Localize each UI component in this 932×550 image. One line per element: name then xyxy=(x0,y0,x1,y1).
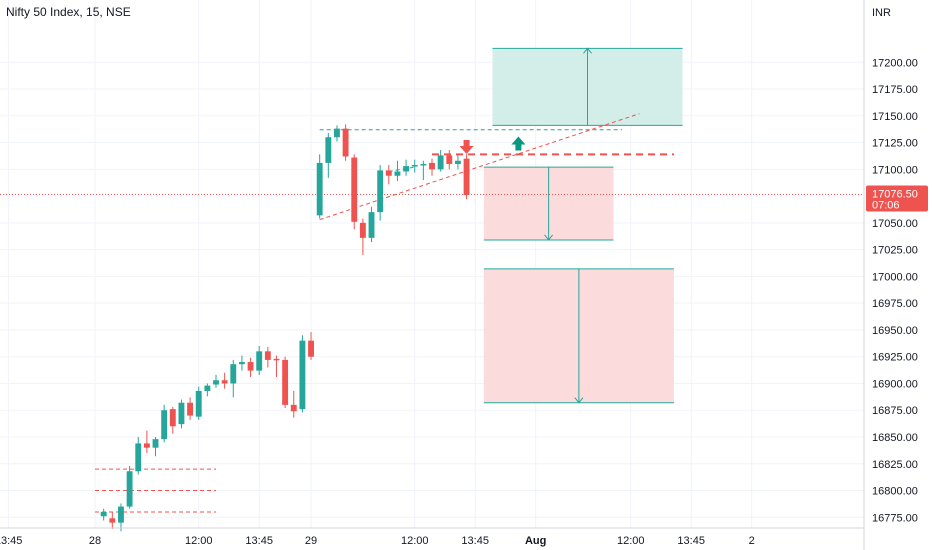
candle-body[interactable] xyxy=(221,380,228,384)
price-tick-label: 16875.00 xyxy=(872,405,918,417)
candle-body[interactable] xyxy=(118,506,124,523)
currency-label: INR xyxy=(872,7,891,19)
candle-body[interactable] xyxy=(187,402,194,416)
candle-body[interactable] xyxy=(394,171,401,176)
chart-title: Nifty 50 Index, 15, NSE xyxy=(6,5,131,19)
candle-body[interactable] xyxy=(282,359,289,405)
last-price-countdown: 07:06 xyxy=(872,199,900,211)
time-tick-label: 12:00 xyxy=(617,535,645,547)
price-tick-label: 17000.00 xyxy=(872,271,918,283)
sell-signal-arrow[interactable] xyxy=(459,139,474,154)
buy-signal-arrow[interactable] xyxy=(511,136,526,151)
candle-body[interactable] xyxy=(169,409,176,427)
price-tick-label: 16900.00 xyxy=(872,378,918,390)
candle-body[interactable] xyxy=(385,170,392,176)
position-box-arrow-head xyxy=(544,234,554,241)
candle-body[interactable] xyxy=(342,128,349,157)
candle-body[interactable] xyxy=(135,443,142,472)
price-tick-label: 17100.00 xyxy=(872,164,918,176)
price-tick-label: 16825.00 xyxy=(872,459,918,471)
price-tick-label: 17175.00 xyxy=(872,84,918,96)
price-tick-label: 16975.00 xyxy=(872,298,918,310)
time-tick-label: 13:45 xyxy=(677,535,705,547)
position-box-arrow-head xyxy=(583,47,592,54)
candle-body[interactable] xyxy=(290,404,297,412)
last-price-badge xyxy=(866,185,928,212)
price-tick-label: 17025.00 xyxy=(872,245,918,257)
time-tick-label: 13:45 xyxy=(461,535,489,547)
candle-body[interactable] xyxy=(213,380,219,385)
trendline xyxy=(388,166,415,172)
candle-body[interactable] xyxy=(463,158,470,196)
candle-body[interactable] xyxy=(454,160,461,164)
candle-body[interactable] xyxy=(437,155,444,170)
time-tick-label: 13:45 xyxy=(245,535,273,547)
candle-body[interactable] xyxy=(143,443,150,448)
time-tick-label: Aug xyxy=(525,535,546,547)
candle-body[interactable] xyxy=(308,340,314,357)
candle-body[interactable] xyxy=(377,170,384,213)
time-tick-label: 2 xyxy=(749,535,755,547)
candle-body[interactable] xyxy=(100,511,107,517)
time-tick-label: 12:00 xyxy=(185,535,213,547)
candle-body[interactable] xyxy=(204,385,211,391)
candle-body[interactable] xyxy=(126,471,133,507)
time-tick-label: 29 xyxy=(305,535,317,547)
candle-body[interactable] xyxy=(420,163,427,166)
candle-body[interactable] xyxy=(368,212,375,238)
candle-body[interactable] xyxy=(325,137,332,163)
candle-body[interactable] xyxy=(247,362,254,371)
price-tick-label: 16775.00 xyxy=(872,512,918,524)
candle-body[interactable] xyxy=(195,390,202,417)
candle-body[interactable] xyxy=(273,358,280,361)
candle-body[interactable] xyxy=(238,362,245,365)
candle-body[interactable] xyxy=(316,162,323,216)
time-tick-label: 12:00 xyxy=(401,535,429,547)
candle-body[interactable] xyxy=(351,157,358,222)
candle-body[interactable] xyxy=(161,410,168,440)
price-tick-label: 16925.00 xyxy=(872,352,918,364)
candle-body[interactable] xyxy=(256,351,263,371)
candle-body[interactable] xyxy=(429,162,435,170)
price-tick-label: 16950.00 xyxy=(872,325,918,337)
time-tick-label: 28 xyxy=(89,535,101,547)
price-tick-label: 17125.00 xyxy=(872,138,918,150)
price-tick-label: 17050.00 xyxy=(872,218,918,230)
time-tick-label: 13:45 xyxy=(0,535,22,547)
candle-body[interactable] xyxy=(264,351,271,360)
candle-body[interactable] xyxy=(178,402,185,425)
candle-body[interactable] xyxy=(411,165,418,167)
price-tick-label: 16800.00 xyxy=(872,486,918,498)
candle-body[interactable] xyxy=(446,155,453,164)
price-tick-label: 17200.00 xyxy=(872,57,918,69)
candle-body[interactable] xyxy=(230,364,237,384)
position-box-arrow-head xyxy=(574,397,584,404)
candle-body[interactable] xyxy=(403,166,410,172)
price-tick-label: 17150.00 xyxy=(872,111,918,123)
price-tick-label: 16850.00 xyxy=(872,432,918,444)
candle-body[interactable] xyxy=(299,340,306,410)
candle-body[interactable] xyxy=(109,518,116,523)
candle-body[interactable] xyxy=(152,439,159,448)
candle-body[interactable] xyxy=(359,222,366,238)
candle-body[interactable] xyxy=(334,128,340,138)
last-price-label: 17076.50 xyxy=(872,188,918,200)
trendline xyxy=(319,113,640,221)
